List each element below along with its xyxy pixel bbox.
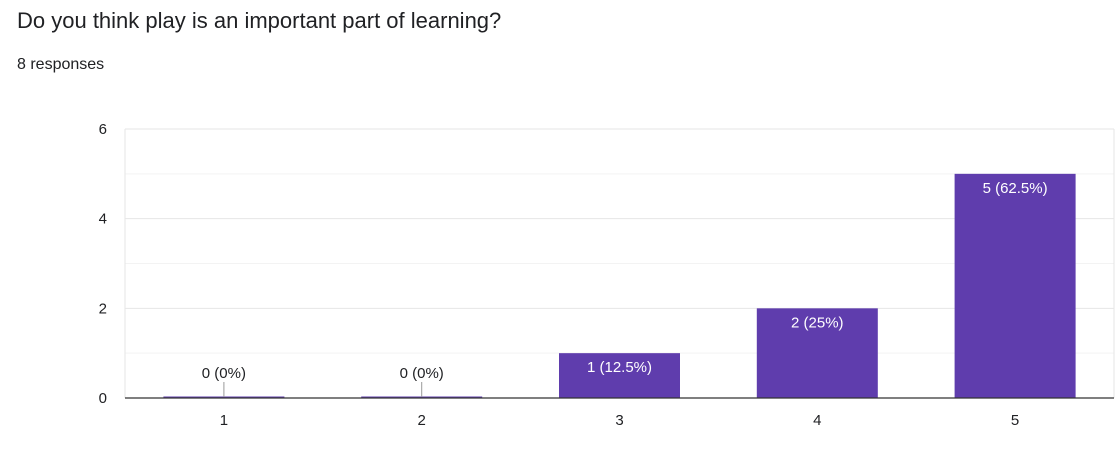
chart-title: Do you think play is an important part o…	[17, 8, 502, 33]
y-tick-label: 4	[99, 211, 107, 228]
x-tick-label: 2	[418, 412, 426, 429]
data-label: 2 (25%)	[791, 314, 844, 331]
data-label: 1 (12.5%)	[587, 359, 652, 376]
y-tick-label: 6	[99, 121, 107, 138]
x-tick-label: 1	[220, 412, 228, 429]
data-label: 0 (0%)	[202, 365, 246, 382]
y-tick-label: 2	[99, 300, 107, 317]
response-count: 8 responses	[17, 56, 105, 73]
data-label: 5 (62.5%)	[983, 180, 1048, 197]
bar	[559, 353, 680, 398]
bar	[163, 396, 285, 398]
y-tick-label: 0	[99, 390, 107, 407]
data-label: 0 (0%)	[400, 365, 444, 382]
bar	[954, 173, 1076, 398]
bar	[361, 396, 483, 398]
x-tick-label: 5	[1011, 412, 1019, 429]
x-tick-label: 4	[813, 412, 821, 429]
bar	[756, 308, 878, 398]
x-tick-label: 3	[615, 412, 623, 429]
